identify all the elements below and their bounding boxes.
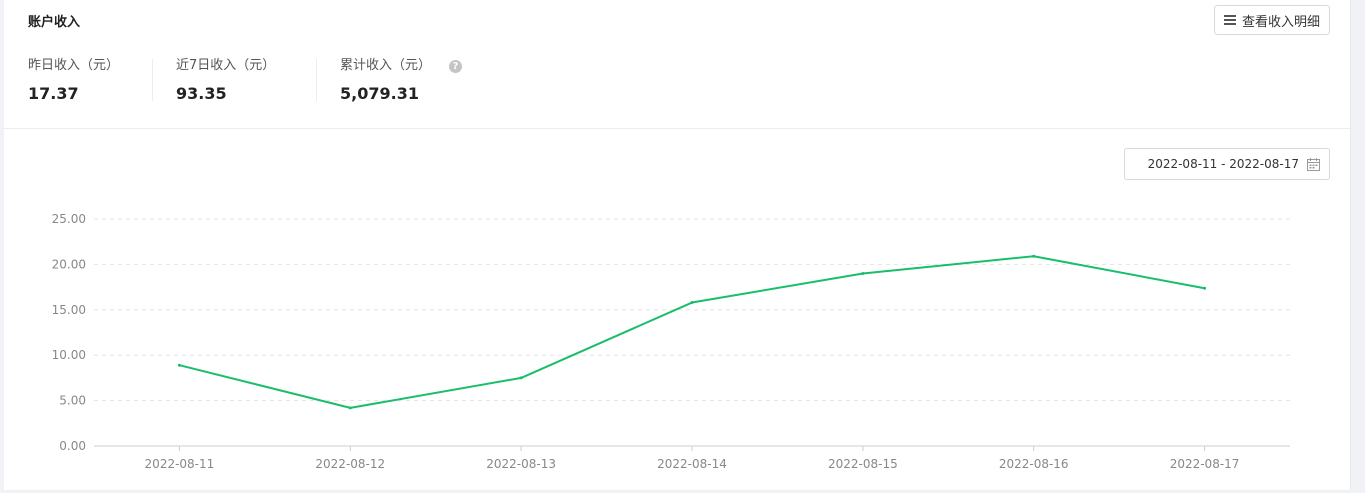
stat-total-label-text: 累计收入（元） [340, 58, 432, 73]
x-tick-label: 2022-08-17 [1170, 457, 1240, 471]
income-stats: 昨日收入（元） 17.37 近7日收入（元） 93.35 累计收入（元） ? 5… [4, 57, 480, 103]
stat-yesterday-label: 昨日收入（元） [28, 57, 152, 75]
income-line-chart: 0.00 5.00 10.00 15.00 20.00 25.00 2022-08-11 20… [52, 212, 1290, 471]
x-tick-label: 2022-08-16 [999, 457, 1069, 471]
page-title: 账户收入 [28, 15, 81, 30]
y-tick-label: 10.00 [52, 348, 86, 362]
calendar-icon [1307, 157, 1320, 171]
data-point [519, 376, 523, 380]
stat-last-7-days: 近7日收入（元） 93.35 [152, 57, 316, 103]
data-point [1203, 286, 1207, 290]
data-point [177, 363, 181, 367]
stat-total-value: 5,079.31 [340, 84, 419, 103]
date-range-value: 2022-08-11 - 2022-08-17 [1147, 157, 1299, 171]
y-tick-label: 5.00 [59, 394, 86, 408]
data-point [1032, 254, 1036, 258]
x-tick-label: 2022-08-12 [315, 457, 385, 471]
y-tick-label: 25.00 [52, 212, 86, 226]
income-panel: 账户收入 查看收入明细 昨日收入（元） 17.37 近7日收入（元） 93.35 [4, 0, 1351, 490]
date-range-picker[interactable]: 2022-08-11 - 2022-08-17 [1124, 148, 1330, 180]
stat-yesterday-value: 17.37 [28, 84, 79, 103]
x-tick-label: 2022-08-15 [828, 457, 898, 471]
x-tick-label: 2022-08-11 [145, 457, 215, 471]
view-income-detail-label: 查看收入明细 [1242, 14, 1321, 30]
x-tick-label: 2022-08-13 [486, 457, 556, 471]
data-point [348, 406, 352, 410]
stat-yesterday-label-text: 昨日收入（元） [28, 58, 120, 73]
data-point [861, 271, 865, 275]
y-tick-label: 15.00 [52, 303, 86, 317]
stat-last-7-days-value: 93.35 [176, 84, 227, 103]
stat-total-label: 累计收入（元） ? [340, 57, 480, 75]
data-point [690, 301, 694, 305]
view-income-detail-button[interactable]: 查看收入明细 [1214, 5, 1330, 35]
stat-yesterday: 昨日收入（元） 17.37 [4, 57, 152, 103]
stat-total: 累计收入（元） ? 5,079.31 [316, 57, 480, 103]
question-circle-icon[interactable]: ? [449, 59, 463, 73]
series-line [179, 255, 1205, 409]
stat-last-7-days-label: 近7日收入（元） [176, 57, 316, 75]
income-summary-header: 账户收入 查看收入明细 昨日收入（元） 17.37 近7日收入（元） 93.35 [4, 0, 1350, 129]
x-tick-label: 2022-08-14 [657, 457, 727, 471]
y-tick-label: 20.00 [52, 257, 86, 271]
menu-icon [1224, 15, 1236, 25]
y-tick-label: 0.00 [59, 439, 86, 453]
stat-last-7-days-label-text: 近7日收入（元） [176, 58, 276, 73]
